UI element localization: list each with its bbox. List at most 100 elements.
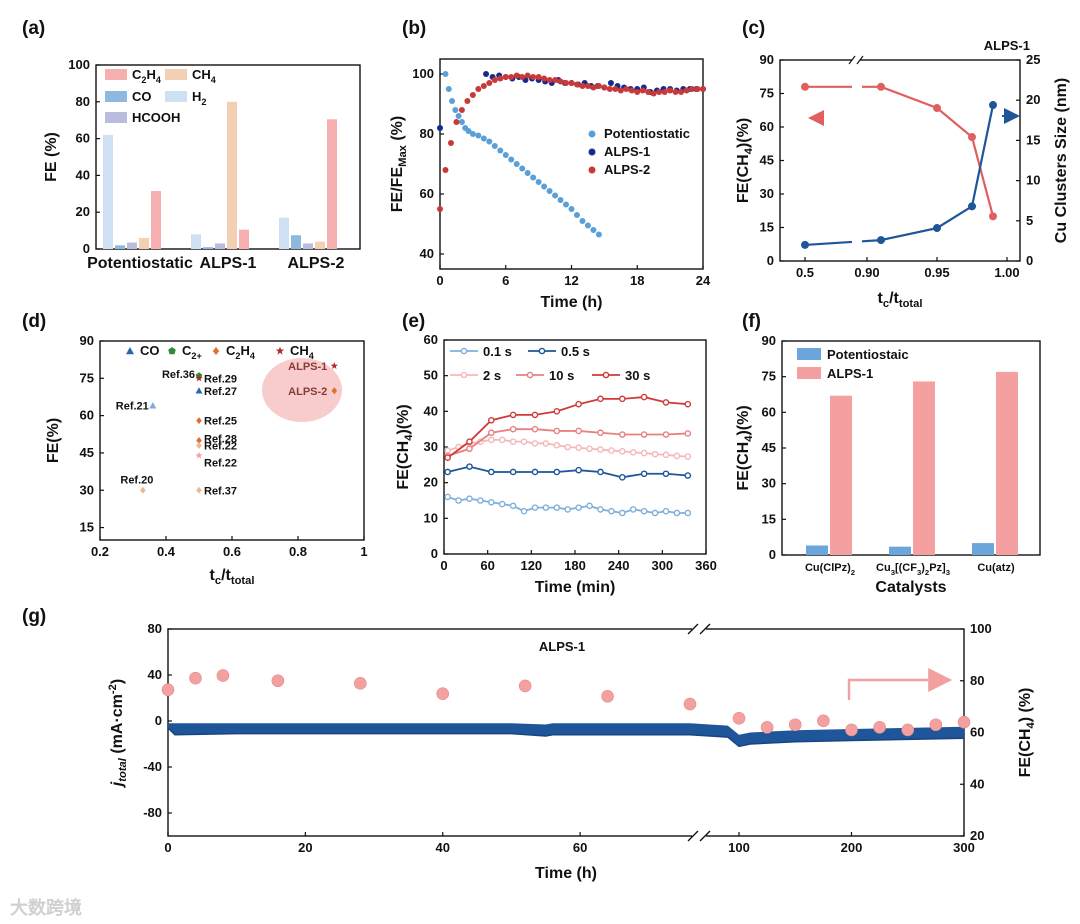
point-Potentiostatic xyxy=(502,152,509,158)
point-0.5 s xyxy=(684,472,692,479)
y-axis-b-label: 60 xyxy=(420,186,434,201)
x-axis-c-label: 0.5 xyxy=(796,265,814,280)
y-axis-f-label: 45 xyxy=(762,440,776,455)
y-axis-e-label: 0 xyxy=(431,546,438,561)
series-line-Cu Clusters Size xyxy=(861,104,995,243)
category-label-a: Potentiostatic xyxy=(87,255,193,272)
y-axis-e-label: 50 xyxy=(424,368,438,383)
point-label-d: ALPS-1 xyxy=(288,361,327,373)
point-Potentiostatic xyxy=(546,188,553,194)
y-axis-f-label: 90 xyxy=(762,333,776,348)
x-axis-d-label: 0.8 xyxy=(289,544,307,559)
axis-break-g xyxy=(687,623,699,635)
legend-swatch-a xyxy=(105,69,127,80)
legend-label-a: CO xyxy=(132,89,152,104)
point-fe-g xyxy=(271,674,285,688)
point-ALPS-2 xyxy=(437,206,443,212)
point-ALPS-2 xyxy=(689,86,696,92)
point-ALPS-2 xyxy=(453,119,460,125)
y2-axis-title-g: FE(CH4) (%) xyxy=(1017,688,1037,778)
point-0.5 s xyxy=(640,470,648,478)
legend-label-e: 2 s xyxy=(483,368,501,383)
series-line-30 s xyxy=(447,396,688,459)
point-CO xyxy=(195,387,203,394)
legend-label-a: C2H4 xyxy=(132,67,162,85)
y-axis-e-label: 30 xyxy=(424,439,438,454)
y-axis-a-label: 20 xyxy=(76,204,90,219)
x-axis-d-label: 0.2 xyxy=(91,544,109,559)
point-Potentiostatic xyxy=(465,128,472,134)
y-axis-e-label: 10 xyxy=(424,510,438,525)
y-axis-c-label: 0 xyxy=(767,253,774,268)
y-axis-e-label: 40 xyxy=(424,403,438,418)
y2-axis-c-label: 0 xyxy=(1026,253,1033,268)
point-0.1 s xyxy=(629,506,637,513)
chart-f: 0 15 30 45 60 75 90 FE(CH4)(%) Catalysts Cu(ClPz)… xyxy=(735,333,1041,596)
y2-axis-c-label: 20 xyxy=(1026,92,1040,107)
point-2 s xyxy=(629,449,637,456)
legend-marker-d xyxy=(168,347,176,355)
point-ALPS-2 xyxy=(606,86,613,92)
point-ALPS-2 xyxy=(667,87,674,94)
point-2 s xyxy=(531,440,539,447)
point-ALPS-2 xyxy=(595,83,602,89)
point-fe-g xyxy=(901,723,915,737)
y-axis-d-label: 45 xyxy=(80,445,94,460)
arrow-right-axis-g xyxy=(847,668,953,700)
point-0.5 s xyxy=(509,468,517,476)
point-10 s xyxy=(531,425,539,433)
legend-marker-d xyxy=(275,346,285,355)
legend-label-a: CH4 xyxy=(192,67,217,85)
point-C2H4 xyxy=(196,417,202,425)
x-axis-b-label: 18 xyxy=(630,273,644,288)
point-0.1 s xyxy=(488,498,495,506)
point-10 s xyxy=(509,425,517,433)
point-Potentiostatic xyxy=(497,147,504,154)
x-axis-g-label: 20 xyxy=(298,840,312,855)
point-ALPS-2 xyxy=(524,72,531,79)
point-ALPS-2 xyxy=(628,87,635,94)
bar-Potentiostaic xyxy=(889,546,911,555)
point-label-d: Ref.36 xyxy=(162,369,195,381)
point-Potentiostatic xyxy=(524,170,531,176)
point-10 s xyxy=(597,429,604,437)
y-axis-c-label: 75 xyxy=(760,86,774,101)
point-10 s xyxy=(488,429,495,437)
point-fe-g xyxy=(436,687,450,700)
bar-H2 xyxy=(191,234,201,249)
point-ALPS-2 xyxy=(678,89,685,95)
point-0.1 s xyxy=(477,497,484,504)
point-0.1 s xyxy=(651,509,659,517)
y-axis-a-label: 80 xyxy=(76,94,90,109)
point-Potentiostatic xyxy=(584,222,591,229)
x-axis-c-label: 0.95 xyxy=(924,265,949,280)
y2-axis-title-c: Cu Clusters Size (nm) xyxy=(1053,78,1070,243)
point-ALPS-2 xyxy=(650,90,657,97)
point-fe-g xyxy=(845,723,858,737)
y-axis-a-label: 0 xyxy=(83,241,90,256)
chart-b: 40 60 80 100 0 6 12 18 24 Time (h) FE/FEMax (%) Pot… xyxy=(389,58,711,311)
point-label-d: Ref.29 xyxy=(204,373,237,385)
bar-ALPS-1 xyxy=(996,371,1018,555)
point-label-d: ALPS-2 xyxy=(288,386,327,398)
legend-marker-e xyxy=(460,347,468,355)
point-2 s xyxy=(509,438,517,445)
x-axis-b-label: 0 xyxy=(436,273,443,288)
point-0.1 s xyxy=(575,504,582,511)
y-axis-title-e: FE(CH4)(%) xyxy=(395,404,415,489)
point-10 s xyxy=(575,427,582,435)
point-2 s xyxy=(619,447,626,455)
point-0.5 s xyxy=(597,468,604,476)
point-ALPS-2 xyxy=(661,89,668,95)
legend-label-d: CH4 xyxy=(290,343,315,361)
point-fe-g xyxy=(929,718,943,732)
point-ALPS-2 xyxy=(469,92,476,98)
bar-HCOOH xyxy=(127,242,137,249)
x-axis-g-label: 100 xyxy=(728,840,750,855)
series-line-0.5 s xyxy=(447,465,688,479)
point-ALPS-2 xyxy=(486,80,493,86)
x-axis-title-f: Catalysts xyxy=(875,579,946,596)
panel-label-a: (a) xyxy=(22,18,45,39)
point-Potentiostatic xyxy=(568,206,575,212)
y-axis-a-label: 60 xyxy=(76,131,90,146)
